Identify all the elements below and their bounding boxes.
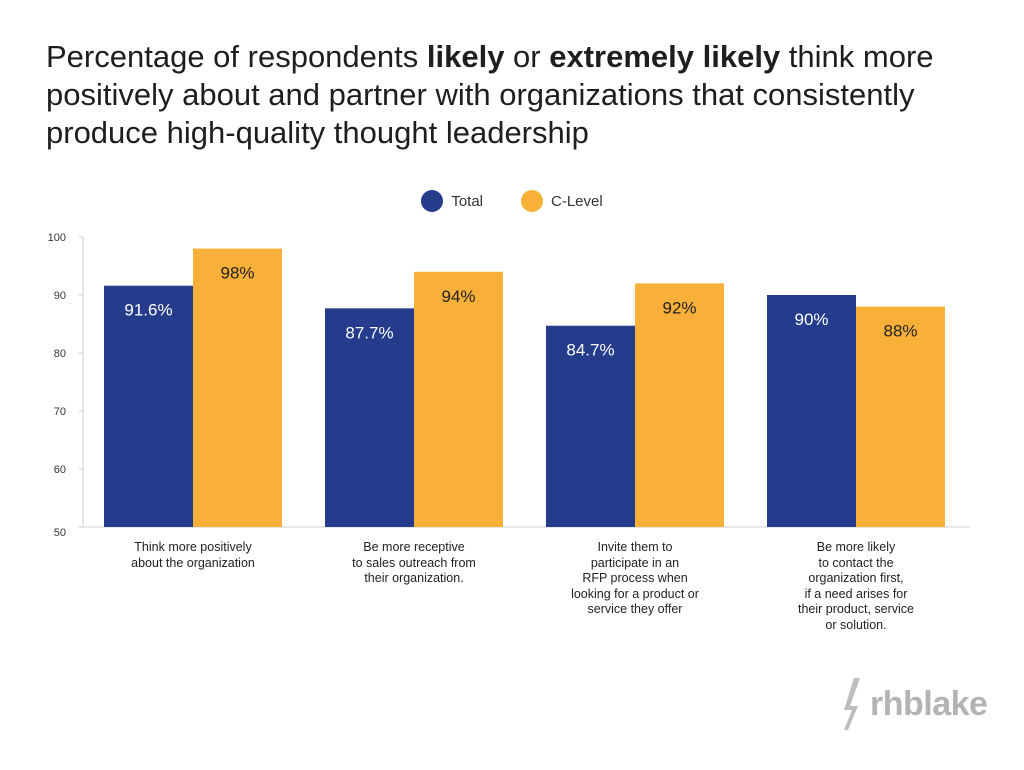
bar-total	[104, 285, 193, 527]
legend-swatch-total	[421, 190, 444, 212]
y-tick-label: 50	[54, 527, 66, 539]
legend-label-total: Total	[451, 192, 483, 210]
bar-clevel	[635, 283, 724, 527]
y-tick-label: 60	[54, 464, 66, 476]
bar-clevel	[193, 248, 282, 527]
bar-total	[546, 325, 635, 527]
chart-title: Percentage of respondents likely or extr…	[46, 39, 934, 150]
x-category-label: Invite them to participate in an RFP pro…	[571, 540, 699, 616]
y-tick-label: 70	[54, 406, 66, 418]
legend-swatch-clevel	[521, 190, 543, 212]
data-label-clevel: 94%	[441, 287, 475, 306]
bar-total	[767, 295, 856, 527]
data-label-total: 91.6%	[124, 301, 172, 320]
legend-label-clevel: C-Level	[551, 192, 603, 210]
data-label-clevel: 98%	[220, 264, 254, 283]
data-label-clevel: 92%	[662, 298, 696, 317]
rhblake-logo: rhblake	[840, 676, 988, 732]
y-tick-label: 80	[54, 348, 66, 360]
bar-clevel	[856, 306, 945, 527]
logo-text: rhblake	[870, 684, 988, 723]
legend: Total C-Level	[0, 190, 1024, 212]
logo-mark-icon	[844, 678, 860, 730]
data-label-total: 84.7%	[566, 341, 614, 360]
data-label-total: 90%	[794, 310, 828, 329]
y-tick-label: 100	[48, 232, 66, 244]
bar-total	[325, 308, 414, 527]
data-label-total: 87.7%	[345, 323, 393, 342]
legend-item-total: Total	[421, 190, 483, 212]
legend-item-clevel: C-Level	[521, 190, 603, 212]
y-tick-label: 90	[54, 290, 66, 302]
x-category-label: Think more positively about the organiza…	[131, 540, 255, 570]
x-category-label: Be more receptive to sales outreach from…	[352, 540, 476, 585]
data-label-clevel: 88%	[883, 322, 917, 341]
x-category-label: Be more likely to contact the organizati…	[797, 540, 915, 632]
bar-clevel	[414, 271, 503, 527]
